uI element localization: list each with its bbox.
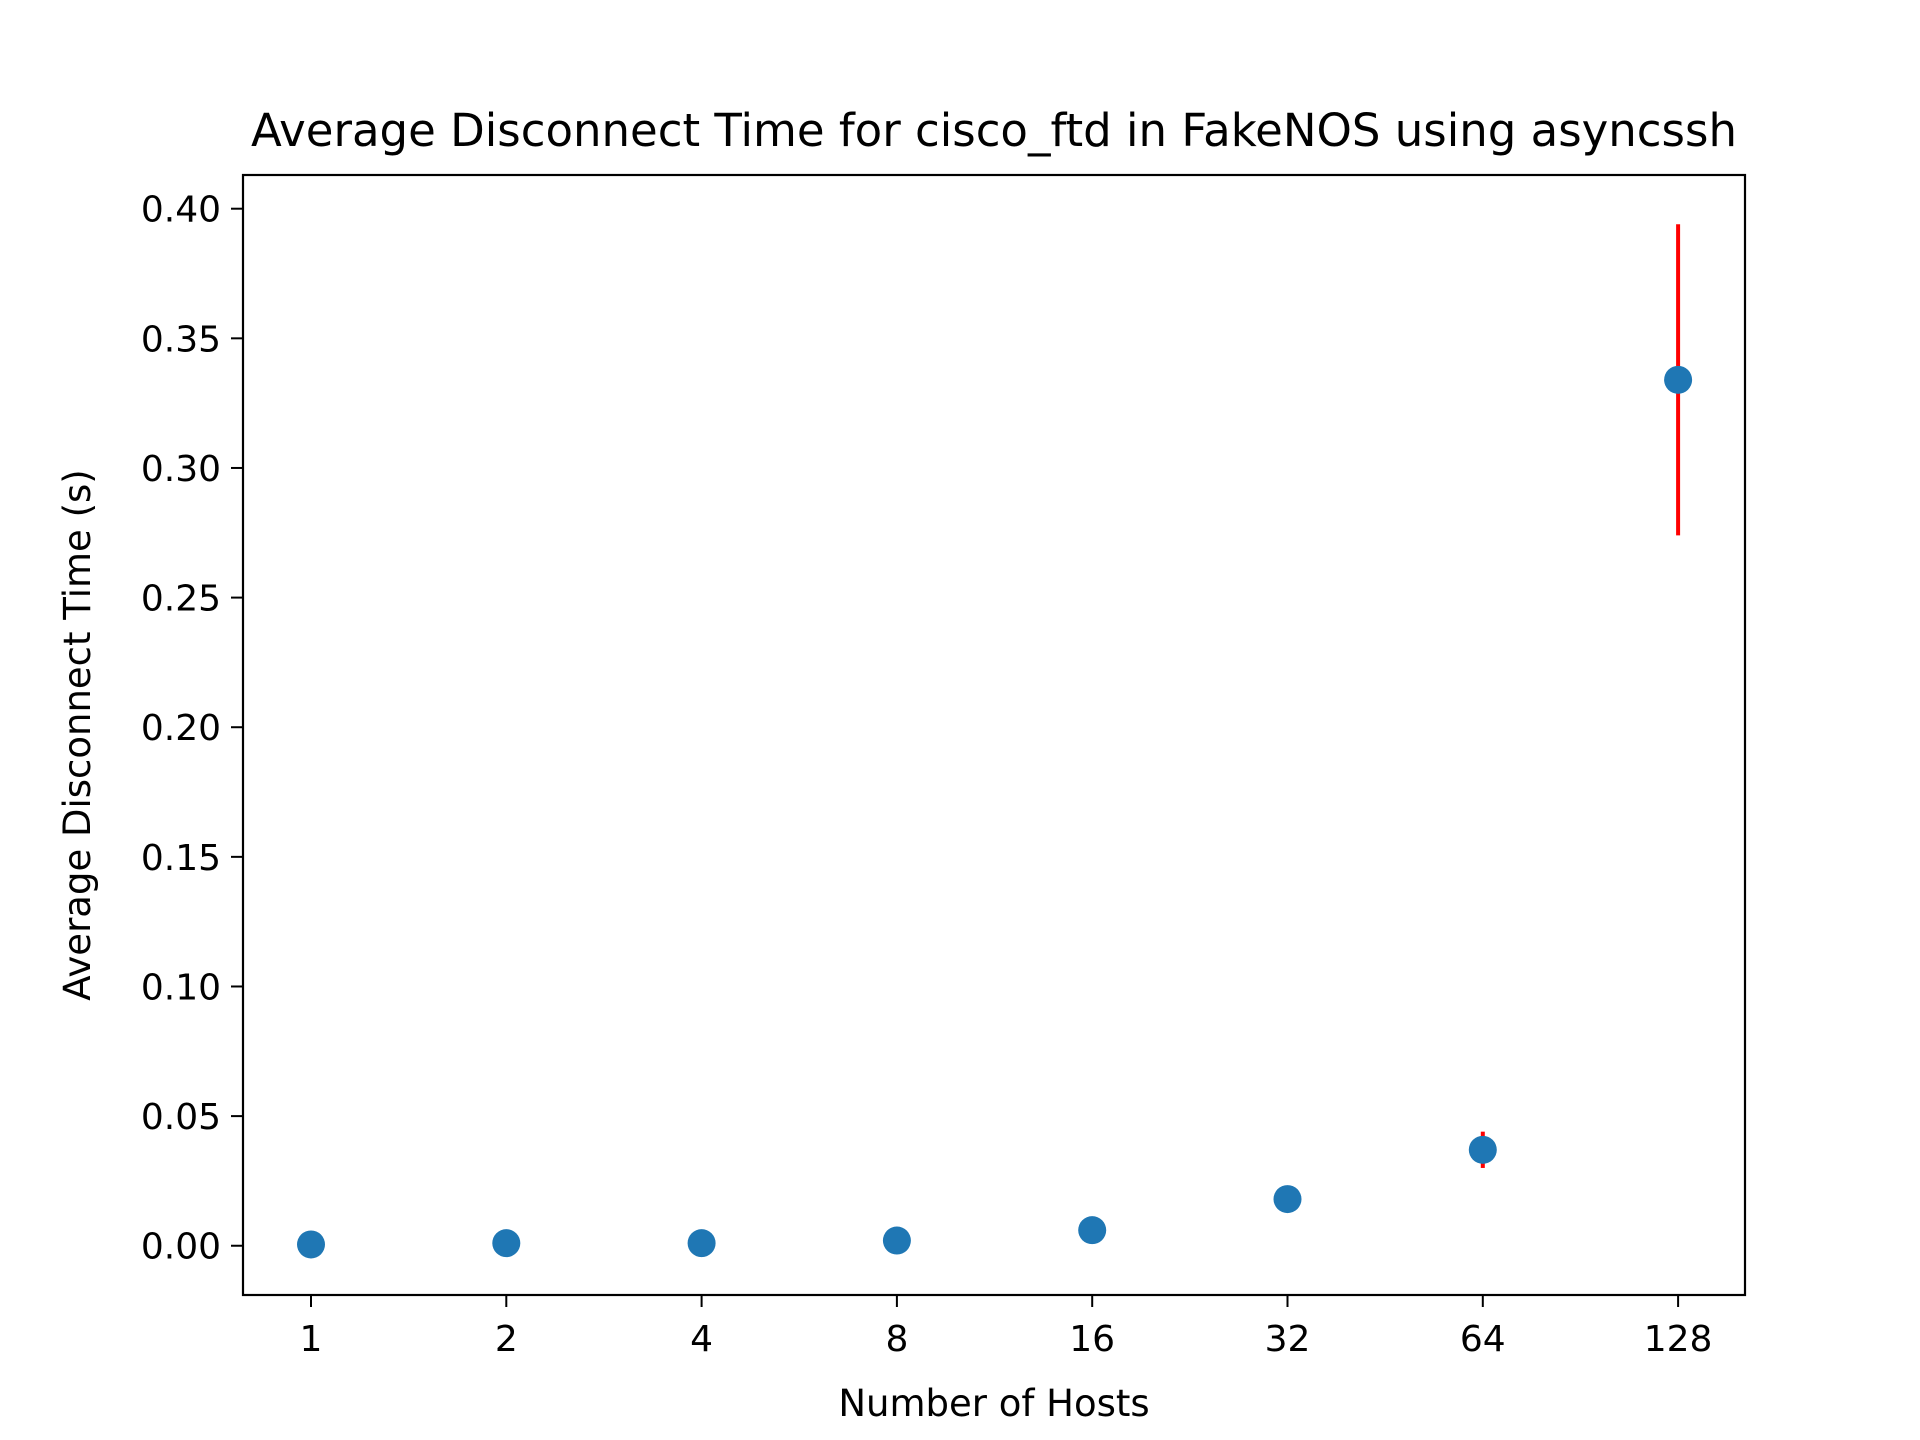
plot-area: [297, 224, 1693, 1259]
x-axis: 1 2 4 8 16 32 64 128: [300, 1295, 1713, 1360]
data-point: [492, 1229, 521, 1258]
y-tick-label: 0.10: [141, 967, 221, 1008]
y-tick-label: 0.05: [141, 1097, 221, 1138]
data-point: [1273, 1185, 1302, 1214]
data-point: [882, 1226, 911, 1255]
data-point: [687, 1229, 716, 1258]
x-tick-label: 2: [495, 1319, 518, 1360]
x-tick-label: 64: [1460, 1319, 1506, 1360]
y-tick-label: 0.20: [141, 708, 221, 749]
x-tick-label: 128: [1644, 1319, 1713, 1360]
x-tick-label: 8: [885, 1319, 908, 1360]
plot-frame: [241, 173, 1747, 1297]
data-point: [1078, 1216, 1107, 1245]
data-point: [297, 1230, 325, 1259]
x-tick-label: 32: [1265, 1319, 1311, 1360]
x-axis-label: Number of Hosts: [838, 1382, 1149, 1425]
y-tick-label: 0.15: [141, 838, 221, 879]
data-point: [1664, 365, 1693, 394]
x-tick-label: 16: [1069, 1319, 1115, 1360]
y-tick-label: 0.40: [141, 190, 221, 231]
y-axis-label: Average Disconnect Time (s): [56, 469, 99, 1000]
data-point: [1468, 1135, 1497, 1164]
chart-title: Average Disconnect Time for cisco_ftd in…: [251, 104, 1737, 157]
y-tick-label: 0.35: [141, 319, 221, 360]
y-tick-label: 0.00: [141, 1227, 221, 1268]
y-axis: 0.00 0.05 0.10 0.15 0.20 0.25 0.30 0.35 0.40: [141, 190, 243, 1268]
x-tick-label: 4: [690, 1319, 713, 1360]
x-tick-label: 1: [300, 1319, 323, 1360]
y-tick-label: 0.25: [141, 579, 221, 620]
y-tick-label: 0.30: [141, 449, 221, 490]
